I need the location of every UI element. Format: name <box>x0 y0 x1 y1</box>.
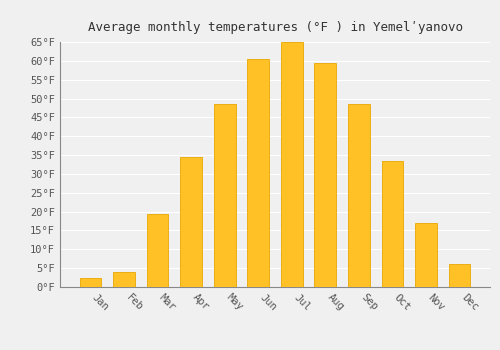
Title: Average monthly temperatures (°F ) in Yemelʹyanovo: Average monthly temperatures (°F ) in Ye… <box>88 21 462 34</box>
Bar <box>382 161 404 287</box>
Bar <box>415 223 437 287</box>
Bar <box>80 278 102 287</box>
Bar <box>448 264 470 287</box>
Bar <box>214 104 236 287</box>
Bar <box>348 104 370 287</box>
Bar <box>146 214 169 287</box>
Bar <box>113 272 135 287</box>
Bar <box>180 157 202 287</box>
Bar <box>314 63 336 287</box>
Bar <box>248 59 269 287</box>
Bar <box>281 42 302 287</box>
